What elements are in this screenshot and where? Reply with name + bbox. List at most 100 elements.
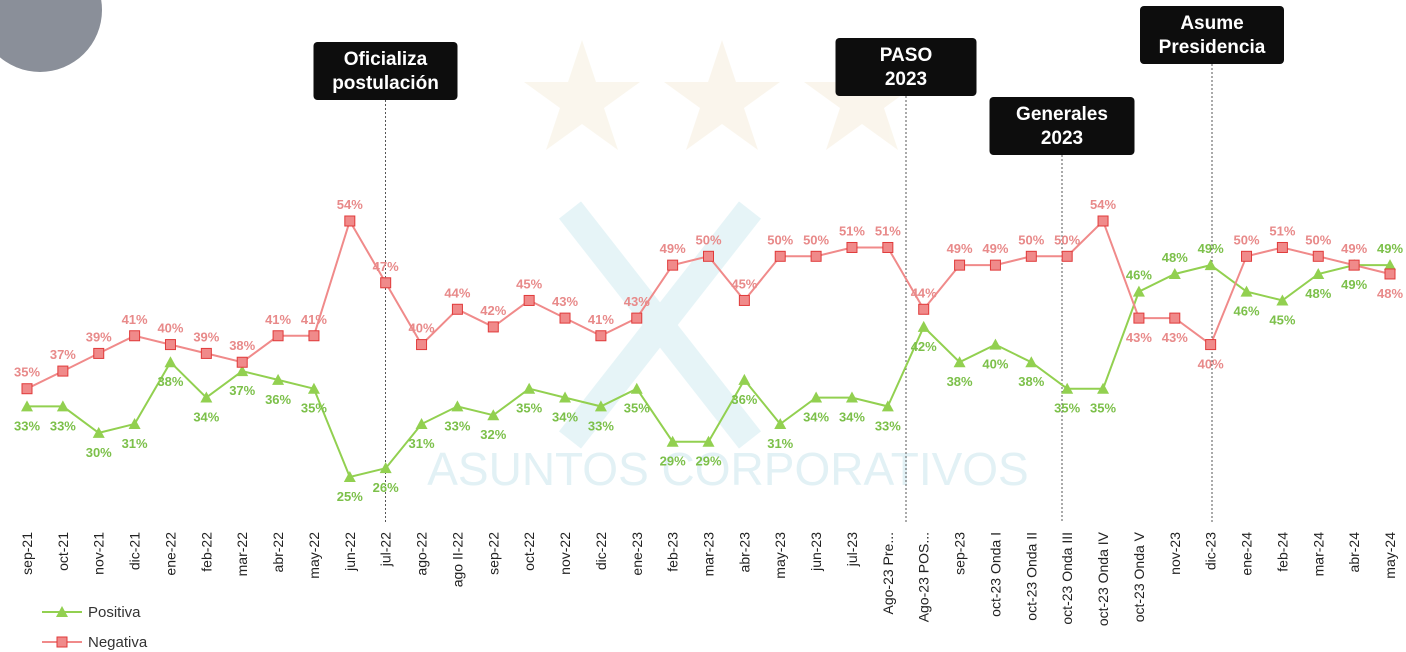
data-label: 49% <box>1341 277 1367 292</box>
data-label: 48% <box>1305 286 1331 301</box>
marker <box>1025 356 1038 368</box>
x-tick-label: dic-23 <box>1203 532 1219 570</box>
annotation-text: PASO <box>880 45 932 66</box>
data-label: 33% <box>444 418 470 433</box>
x-tick-label: mar-23 <box>701 532 717 577</box>
marker <box>1168 267 1181 279</box>
marker <box>236 356 248 368</box>
marker <box>989 259 1001 271</box>
marker <box>989 338 1002 350</box>
marker <box>415 418 428 430</box>
annotation-box <box>1140 6 1284 64</box>
data-label: 37% <box>229 383 255 398</box>
marker <box>1276 294 1289 306</box>
data-label: 47% <box>373 259 399 274</box>
marker <box>1061 250 1073 262</box>
data-label: 42% <box>480 303 506 318</box>
marker <box>200 347 212 359</box>
data-label: 34% <box>839 410 865 425</box>
marker <box>1384 268 1396 280</box>
data-label: 35% <box>516 401 542 416</box>
data-label: 35% <box>301 401 327 416</box>
data-label: 31% <box>122 436 148 451</box>
marker <box>416 339 428 351</box>
marker <box>344 215 356 227</box>
data-label: 43% <box>624 294 650 309</box>
x-tick-label: sep-21 <box>19 532 35 575</box>
x-tick-label: oct-23 Onda III <box>1059 532 1075 625</box>
marker <box>1097 215 1109 227</box>
data-label: 37% <box>50 347 76 362</box>
data-label: 43% <box>1162 330 1188 345</box>
marker <box>21 400 33 412</box>
data-label: 25% <box>337 489 363 504</box>
marker <box>451 400 464 412</box>
data-label: 42% <box>911 339 937 354</box>
data-label: 46% <box>1234 304 1260 319</box>
marker <box>667 259 679 271</box>
marker <box>343 471 356 482</box>
data-label: 48% <box>1162 250 1188 265</box>
data-label: 38% <box>947 374 973 389</box>
marker <box>774 250 786 262</box>
data-label: 43% <box>1126 330 1152 345</box>
data-label: 48% <box>1377 286 1403 301</box>
data-label: 49% <box>982 241 1008 256</box>
marker <box>379 462 392 474</box>
data-label: 36% <box>265 392 291 407</box>
data-label: 54% <box>1090 197 1116 212</box>
x-tick-label: feb-22 <box>198 532 214 572</box>
data-label: 45% <box>1269 312 1295 327</box>
marker <box>594 400 607 412</box>
marker <box>738 294 750 306</box>
x-tick-label: abr-24 <box>1346 532 1362 573</box>
data-label: 32% <box>480 427 506 442</box>
marker <box>1384 259 1396 271</box>
x-tick-label: feb-23 <box>665 532 681 572</box>
data-label: 50% <box>1018 232 1044 247</box>
x-tick-label: oct-21 <box>55 532 71 571</box>
x-tick-label: ene-22 <box>162 532 178 576</box>
marker <box>272 373 285 385</box>
x-tick-label: ago-22 <box>414 532 430 576</box>
annotation-text: Presidencia <box>1159 37 1266 58</box>
data-label: 33% <box>588 418 614 433</box>
data-label: 50% <box>767 232 793 247</box>
legend-label: Positiva <box>88 604 141 621</box>
data-label: 40% <box>982 357 1008 372</box>
x-tick-label: oct-22 <box>521 532 537 571</box>
data-label: 46% <box>1126 268 1152 283</box>
data-label: 38% <box>229 338 255 353</box>
data-label: 50% <box>1305 232 1331 247</box>
data-label: 49% <box>1198 241 1224 256</box>
annotation-text: 2023 <box>885 69 927 90</box>
data-label: 40% <box>157 321 183 336</box>
annotation-box <box>989 97 1135 155</box>
data-label: 39% <box>86 329 112 344</box>
annotation-text: postulación <box>332 73 439 94</box>
marker <box>703 250 714 262</box>
x-tick-label: mar-22 <box>234 532 250 577</box>
data-label: 41% <box>265 312 291 327</box>
data-label: 45% <box>731 276 757 291</box>
data-label: 35% <box>1090 401 1116 416</box>
marker <box>559 391 572 403</box>
marker <box>272 330 284 342</box>
data-label: 41% <box>588 312 614 327</box>
data-label: 44% <box>444 285 470 300</box>
data-label: 49% <box>660 241 686 256</box>
data-label: 36% <box>731 392 757 407</box>
data-label: 50% <box>803 232 829 247</box>
marker <box>128 418 141 430</box>
marker <box>1312 250 1324 262</box>
marker <box>810 250 822 262</box>
annotation-text: 2023 <box>1041 128 1083 149</box>
data-label: 34% <box>552 410 578 425</box>
x-tick-label: Ago-23 POS... <box>916 532 932 622</box>
marker <box>702 435 715 447</box>
marker <box>236 365 249 377</box>
x-tick-label: dic-21 <box>127 532 143 570</box>
marker <box>164 339 176 351</box>
x-tick-label: may-24 <box>1382 532 1398 579</box>
